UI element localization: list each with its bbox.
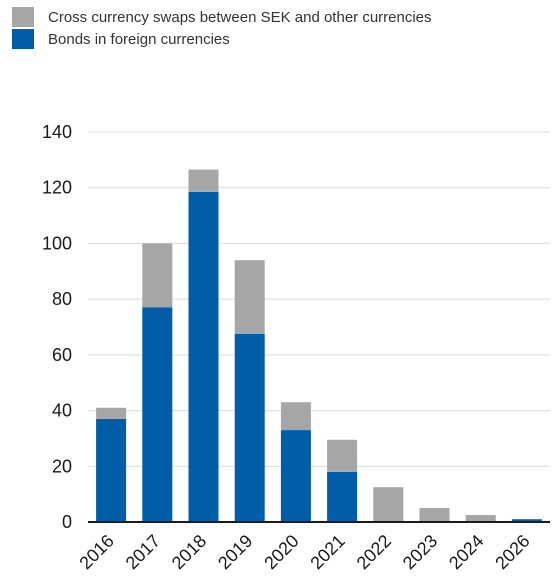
bar-bonds-2018 xyxy=(188,191,219,522)
y-tick-label: 100 xyxy=(42,233,72,253)
legend-item-swaps: Cross currency swaps between SEK and oth… xyxy=(12,6,432,28)
bar-bonds-2016 xyxy=(96,418,127,522)
y-tick-label: 60 xyxy=(52,345,72,365)
x-tick-label-2024: 2024 xyxy=(445,531,487,573)
x-tick-label-2017: 2017 xyxy=(122,531,164,573)
bar-swaps-2022 xyxy=(373,487,404,522)
bar-swaps-2023 xyxy=(419,508,450,522)
legend: Cross currency swaps between SEK and oth… xyxy=(12,6,432,50)
bar-swaps-2017 xyxy=(142,243,173,308)
bar-bonds-2021 xyxy=(327,471,358,522)
bars xyxy=(96,169,542,522)
legend-label-bonds: Bonds in foreign currencies xyxy=(48,30,230,48)
y-tick-label: 120 xyxy=(42,178,72,198)
bar-swaps-2016 xyxy=(96,407,127,419)
y-tick-label: 40 xyxy=(52,401,72,421)
bar-bonds-2019 xyxy=(234,333,265,522)
x-axis-ticks: 2016 2017 2018 2019 2020 2021 2022 2023 2024 2026 xyxy=(75,531,533,573)
bar-bonds-2017 xyxy=(142,307,173,522)
x-tick-label-2016: 2016 xyxy=(75,531,117,573)
x-tick-label-2022: 2022 xyxy=(353,531,395,573)
y-tick-label: 80 xyxy=(52,289,72,309)
y-axis-ticks: 0 20 40 60 80 100 120 140 xyxy=(42,122,72,532)
y-tick-label: 140 xyxy=(42,122,72,142)
bar-swaps-2024 xyxy=(465,515,496,522)
bar-swaps-2019 xyxy=(234,260,265,334)
y-tick-label: 0 xyxy=(62,512,72,532)
bar-swaps-2020 xyxy=(280,402,311,431)
x-tick-label-2020: 2020 xyxy=(260,531,302,573)
y-tick-label: 20 xyxy=(52,456,72,476)
x-tick-label-2018: 2018 xyxy=(168,531,210,573)
x-tick-label-2019: 2019 xyxy=(214,531,256,573)
legend-swatch-bonds xyxy=(12,29,34,49)
bar-swaps-2021 xyxy=(327,439,358,472)
bar-bonds-2020 xyxy=(280,430,311,522)
x-tick-label-2023: 2023 xyxy=(399,531,441,573)
x-tick-label-2021: 2021 xyxy=(306,531,348,573)
legend-item-bonds: Bonds in foreign currencies xyxy=(12,28,432,50)
legend-swatch-swaps xyxy=(12,7,34,27)
legend-label-swaps: Cross currency swaps between SEK and oth… xyxy=(48,8,432,26)
bar-bonds-2026 xyxy=(511,519,542,522)
bar-swaps-2018 xyxy=(188,169,219,192)
x-tick-label-2026: 2026 xyxy=(491,531,533,573)
